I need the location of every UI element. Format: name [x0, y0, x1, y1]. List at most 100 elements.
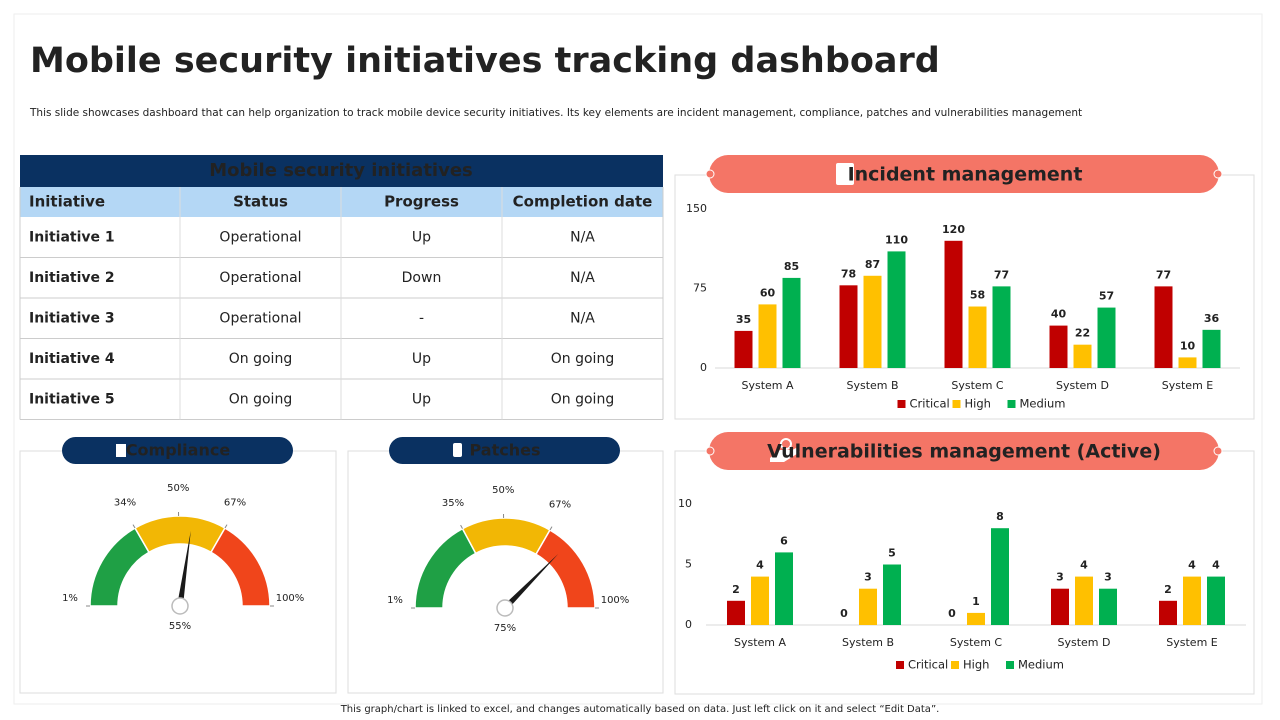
clipboard-icon — [836, 163, 854, 185]
table-cell: Initiative 3 — [29, 310, 115, 326]
table-cell: On going — [229, 351, 292, 367]
legend-swatch — [1007, 400, 1016, 408]
data-label: 120 — [942, 223, 965, 236]
legend-label: Medium — [1020, 397, 1066, 411]
table-cell: Initiative 4 — [29, 351, 115, 367]
footer-note: This graph/chart is linked to excel, and… — [340, 704, 940, 715]
data-label: 60 — [760, 286, 776, 299]
bar — [775, 552, 793, 625]
gauge-needle — [177, 530, 191, 607]
y-tick-label: 10 — [678, 497, 692, 510]
x-tick-label: System E — [1162, 379, 1214, 392]
hand-gear-icon — [780, 438, 792, 450]
bar — [1097, 307, 1116, 368]
data-label: 85 — [784, 260, 799, 273]
needle-hub — [171, 597, 189, 615]
data-label: 10 — [1180, 339, 1196, 352]
bar — [859, 588, 877, 625]
pill-dot — [1213, 446, 1223, 456]
bar — [1075, 576, 1093, 625]
bar — [1183, 576, 1201, 625]
data-label: 22 — [1075, 327, 1090, 340]
legend-label: Medium — [1018, 658, 1064, 672]
legend-swatch — [951, 661, 959, 669]
tick-mark — [224, 524, 228, 529]
bar — [944, 240, 963, 368]
hand-gear-icon — [770, 448, 800, 462]
data-label: 3 — [1104, 571, 1112, 584]
legend-label: Critical — [908, 658, 948, 672]
bar — [992, 286, 1011, 368]
table-cell: Initiative 5 — [29, 391, 115, 407]
pill-dot — [1213, 169, 1223, 179]
bar — [883, 564, 901, 625]
data-label: 2 — [1164, 583, 1172, 596]
data-label: 5 — [888, 547, 896, 560]
data-label: 1 — [972, 595, 980, 608]
page-title: Mobile security initiatives tracking das… — [30, 41, 940, 81]
bar — [991, 528, 1009, 625]
data-label: 0 — [948, 607, 956, 620]
table-cell: Operational — [219, 310, 301, 326]
bar — [1099, 588, 1117, 625]
table-cell: Initiative 1 — [29, 229, 115, 245]
table-cell: - — [419, 310, 424, 326]
panel-title: Compliance — [126, 441, 231, 460]
legend-label: High — [965, 397, 991, 411]
x-tick-label: System A — [734, 636, 787, 649]
tick-mark — [549, 526, 553, 531]
gauge-tick-label: 35% — [442, 498, 464, 509]
tick-mark — [460, 524, 463, 529]
panel-title: Patches — [470, 441, 541, 460]
bar — [863, 275, 882, 368]
patches-header — [389, 437, 620, 464]
x-tick-label: System C — [950, 636, 1003, 649]
data-label: 4 — [756, 559, 764, 572]
gauge-tick-label: 50% — [167, 483, 189, 494]
column-header: Status — [233, 193, 288, 211]
gauge-value-label: 75% — [494, 623, 516, 634]
column-header: Progress — [384, 193, 459, 211]
data-label: 4 — [1080, 559, 1088, 572]
table-cell: N/A — [570, 310, 595, 326]
data-label: 3 — [1056, 571, 1064, 584]
y-tick-label: 5 — [685, 558, 692, 571]
bar — [1207, 576, 1225, 625]
bar — [1049, 325, 1068, 368]
vulnerability-header — [709, 432, 1219, 470]
x-tick-label: System D — [1058, 636, 1111, 649]
table-cell: N/A — [570, 270, 595, 286]
gauge-tick-label: 100% — [276, 593, 305, 604]
bar — [1051, 588, 1069, 625]
bar — [1178, 357, 1197, 368]
data-label: 4 — [1188, 559, 1196, 572]
bar — [727, 600, 745, 625]
y-tick-label: 150 — [686, 202, 707, 215]
data-label: 6 — [780, 534, 788, 547]
legend-label: Critical — [910, 397, 950, 411]
bar — [839, 285, 858, 368]
bar — [1154, 286, 1173, 368]
bar — [1159, 600, 1177, 625]
legend-swatch — [897, 400, 906, 408]
gauge-tick-label: 1% — [62, 593, 78, 604]
bar — [758, 304, 777, 368]
gauge-value-label: 55% — [169, 621, 191, 632]
table-cell: Up — [412, 229, 431, 245]
pill-dot — [705, 446, 715, 456]
bar — [1073, 344, 1092, 368]
compliance-header — [62, 437, 293, 464]
bar — [1202, 329, 1221, 368]
legend-label: High — [963, 658, 989, 672]
table-cell: On going — [551, 351, 614, 367]
document-icon — [116, 444, 126, 457]
x-tick-label: System E — [1166, 636, 1218, 649]
table-cell: On going — [229, 391, 292, 407]
table-cell: Up — [412, 391, 431, 407]
table-cell: Operational — [219, 270, 301, 286]
legend-swatch — [952, 400, 961, 408]
gauge-tick-label: 100% — [601, 595, 630, 606]
bar — [751, 576, 769, 625]
data-label: 110 — [885, 233, 908, 246]
